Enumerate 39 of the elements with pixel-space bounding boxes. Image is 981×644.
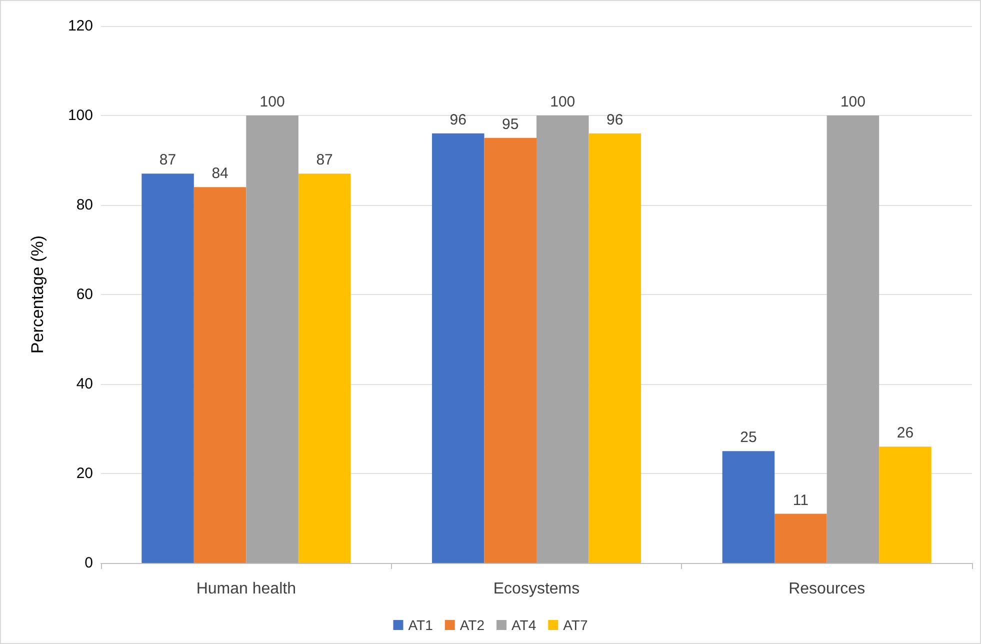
bar	[588, 133, 642, 563]
bar	[826, 116, 880, 563]
bar	[879, 446, 932, 563]
x-tick-label: Ecosystems	[493, 580, 580, 598]
x-tick-label: Resources	[788, 580, 866, 598]
data-label: 100	[260, 94, 285, 110]
y-axis-title: Percentage (%)	[28, 235, 47, 354]
bar	[194, 187, 246, 563]
data-label: 87	[316, 152, 333, 169]
data-label: 96	[606, 111, 624, 128]
data-label: 11	[792, 492, 808, 509]
y-tick-label: 80	[76, 196, 93, 214]
data-label: 100	[840, 94, 866, 110]
data-label: 25	[740, 429, 757, 446]
bar	[774, 514, 827, 563]
y-tick-label: 20	[76, 465, 93, 482]
data-label: 95	[502, 116, 519, 133]
bar	[142, 174, 194, 563]
y-tick-label: 0	[84, 554, 93, 572]
legend-label: AT4	[512, 617, 536, 633]
bar	[484, 138, 536, 563]
bar	[298, 174, 351, 563]
data-label: 100	[550, 94, 576, 110]
data-label: 87	[159, 152, 176, 169]
data-label: 26	[896, 424, 914, 442]
legend-label: AT7	[563, 617, 588, 633]
bar	[722, 451, 775, 563]
x-tick-label: Human health	[196, 580, 296, 598]
bar	[432, 133, 484, 563]
bar	[536, 116, 589, 563]
y-tick-label: 120	[68, 18, 93, 34]
y-tick-label: 100	[68, 107, 93, 124]
data-label: 96	[450, 111, 466, 128]
bar	[246, 116, 298, 563]
legend-label: AT2	[460, 617, 485, 633]
y-tick-label: 60	[76, 286, 93, 303]
y-tick-label: 40	[76, 376, 93, 392]
data-label: 84	[212, 165, 228, 182]
legend-label: AT1	[408, 617, 434, 633]
